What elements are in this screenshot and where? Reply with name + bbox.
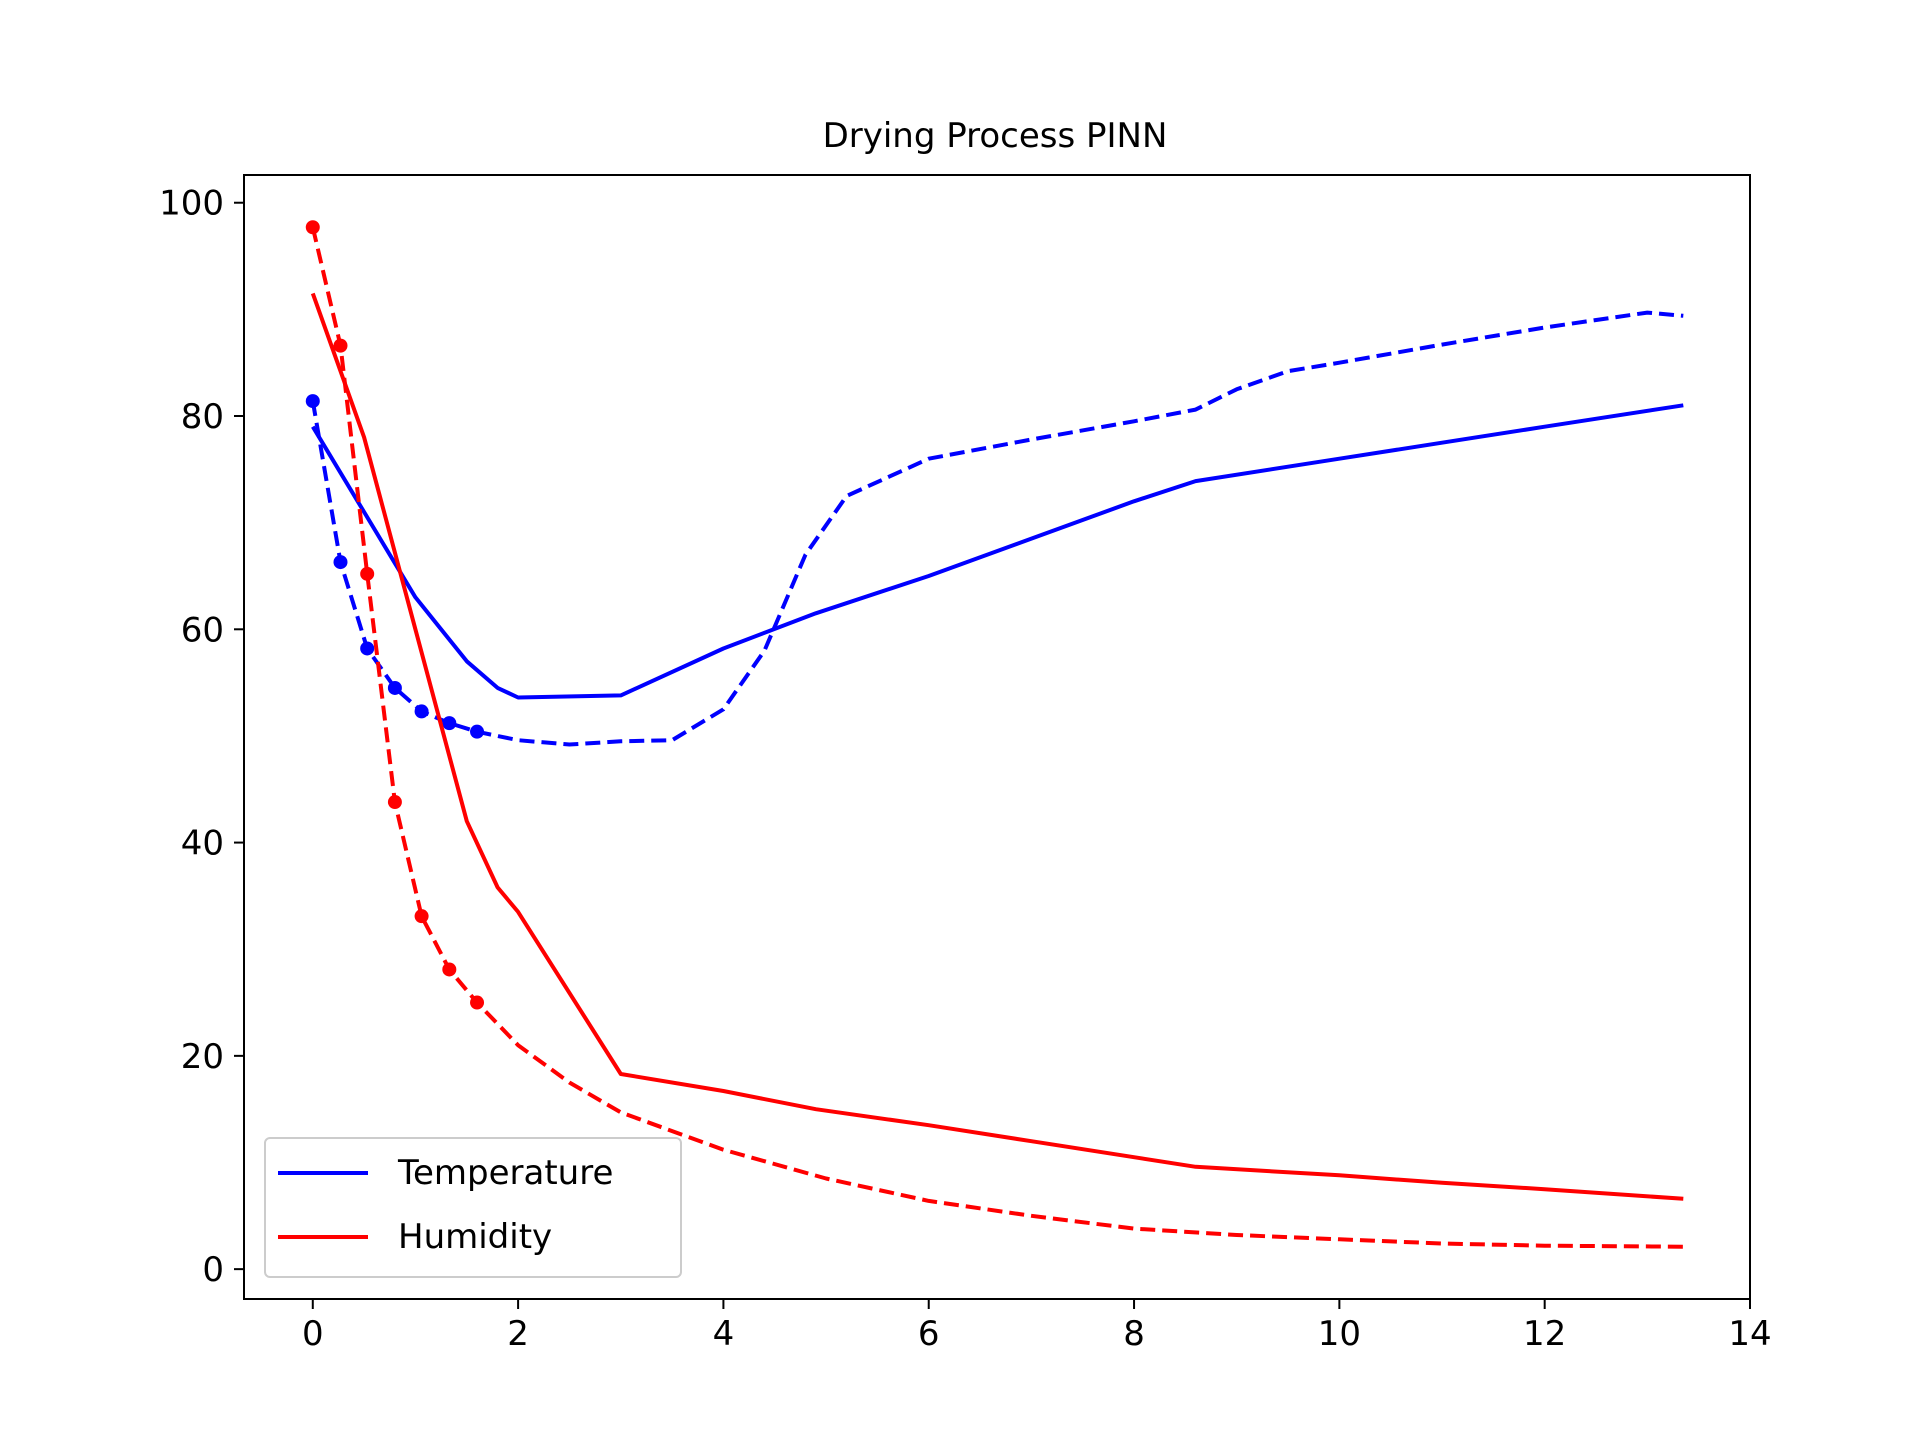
temperature-data-point [360,641,375,656]
temperature-data-point [470,724,485,739]
x-tick-label: 0 [302,1314,324,1354]
temperature-data-point [305,394,320,409]
temperature-data-point [414,704,429,719]
x-tick-label: 14 [1728,1314,1771,1354]
y-tick-label: 100 [159,184,224,224]
x-tick-label: 6 [918,1314,940,1354]
humidity-data-point [387,795,402,810]
y-tick-label: 80 [181,397,224,437]
x-tick-label: 4 [713,1314,735,1354]
y-axis: 0 20 40 60 80 100 [159,184,244,1290]
temperature-data-point [387,680,402,695]
x-tick-label: 10 [1318,1314,1361,1354]
legend-label-humidity: Humidity [398,1217,552,1257]
humidity-data-point [442,962,457,977]
humidity-pinn-line [310,292,1684,1201]
x-tick-label: 12 [1523,1314,1566,1354]
humidity-dashed-line [310,226,1684,1249]
x-tick-label: 8 [1123,1314,1145,1354]
y-tick-label: 60 [181,610,224,650]
legend-label-temperature: Temperature [397,1153,613,1193]
y-tick-label: 40 [181,824,224,864]
x-axis: 0 2 4 6 8 10 12 14 [302,1299,1772,1354]
x-tick-label: 2 [507,1314,529,1354]
humidity-data-point [414,909,429,924]
temperature-data-point [442,716,457,731]
humidity-data-point [333,338,348,353]
axes-frame [243,174,1751,1300]
y-tick-label: 20 [181,1037,224,1077]
temperature-pinn-line [311,403,1684,700]
y-tick-label: 0 [202,1250,224,1290]
legend: Temperature Humidity [264,1137,682,1278]
humidity-data-point [360,566,375,581]
plot-area [305,220,1684,1249]
humidity-data-point [305,220,320,235]
humidity-data-point [470,995,485,1010]
legend-box [264,1137,682,1278]
temperature-data-point [333,555,348,570]
chart-title: Drying Process PINN [823,116,1168,156]
